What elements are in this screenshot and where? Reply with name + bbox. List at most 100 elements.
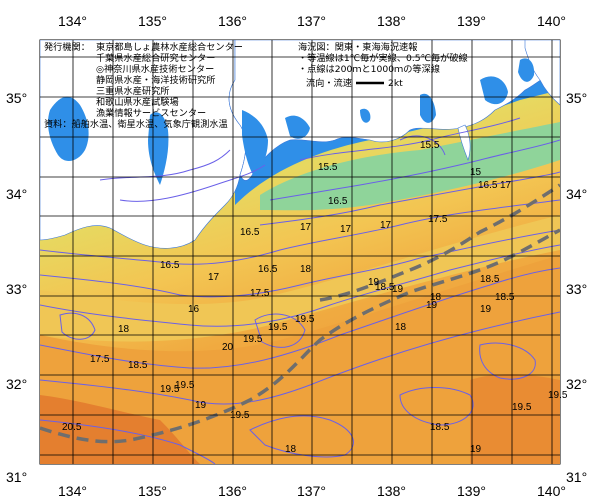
lat-label: 35° — [566, 90, 587, 106]
isotherm-value-label: 19.5 — [295, 314, 315, 325]
lon-label: 139° — [457, 483, 486, 499]
sea-area-title: 海況図：関東・東海海況速報 — [298, 41, 417, 53]
publisher-org: 千葉県水産総合研究センター — [96, 52, 215, 64]
isotherm-value-label: 19.5 — [548, 390, 568, 401]
sea-band-warm-east — [470, 374, 560, 464]
isotherm-line — [40, 267, 560, 369]
publisher-org: 静岡県水産・海洋技術研究所 — [96, 74, 215, 86]
lat-label: 31° — [6, 469, 27, 485]
isotherm-value-label: 19 — [426, 300, 438, 311]
isotherm-value-label: 17 — [340, 224, 352, 235]
isotherm-value-label: 19 — [470, 444, 482, 455]
axis-labels-left: 35° 34° 33° 32° 31° — [6, 90, 27, 485]
isotherm-value-label: 19.5 — [268, 322, 288, 333]
isotherm-value-label: 17.5 — [428, 214, 448, 225]
land-boso-peninsula — [524, 40, 560, 106]
current-legend-label: 流向・流速 — [306, 77, 352, 89]
isotherm-line — [399, 135, 446, 156]
isotherm-value-label: 18 — [285, 444, 297, 455]
isotherm-value-label: 17 — [208, 272, 220, 283]
isotherm-value-label: 16 — [188, 304, 200, 315]
lon-label: 140° — [537, 13, 566, 29]
current-scale-value: 2kt — [388, 78, 403, 89]
map-legend: 海況図：関東・東海海況速報 ・等温線は1℃毎が実線、0.5℃毎が破線 ・点線は2… — [298, 41, 468, 89]
isotherm-value-label: 19.5 — [230, 410, 250, 421]
isotherm-value-label: 15.5 — [420, 140, 440, 151]
lon-label: 137° — [297, 483, 326, 499]
isotherm-value-label: 18.5 — [375, 282, 395, 293]
hamana-lake — [360, 108, 371, 123]
lon-label: 135° — [138, 13, 167, 29]
lon-label: 140° — [537, 483, 566, 499]
isotherm-line — [299, 117, 521, 161]
kuroshio-current-axis-branch — [319, 183, 560, 302]
isotherm-line — [40, 419, 216, 464]
axis-labels-right: 35° 34° 33° 32° 31° — [566, 90, 587, 485]
graticule — [40, 40, 560, 464]
publisher-org: 東京都島しょ農林水産総合センター — [96, 41, 243, 53]
lon-label: 137° — [297, 13, 326, 29]
isotherm-line — [269, 139, 560, 201]
ise-bay — [242, 110, 268, 178]
lat-label: 32° — [6, 376, 27, 392]
lat-label: 34° — [6, 186, 27, 202]
isotherm-line — [40, 311, 560, 405]
isotherm-value-label: 19.5 — [243, 334, 263, 345]
isotherm-line — [40, 229, 560, 298]
sea-band-warm-southwest — [40, 395, 200, 464]
lon-label: 134° — [58, 483, 87, 499]
isotherm-line — [119, 164, 266, 202]
isotherm-value-label: 17 — [500, 180, 512, 191]
lat-label: 33° — [566, 281, 587, 297]
isotherm-value-label: 18 — [395, 322, 407, 333]
isotherm-note: ・等温線は1℃毎が実線、0.5℃毎が破線 — [298, 52, 468, 64]
lon-label: 138° — [377, 13, 406, 29]
isotherm-value-label: 15 — [470, 167, 482, 178]
isotherm-value-label: 19.5 — [160, 384, 180, 395]
publisher-org: 三重県水産研究所 — [96, 85, 170, 97]
isotherm-value-label: 19 — [368, 277, 380, 288]
isotherm-value-label: 18 — [118, 324, 130, 335]
isotherm-value-label: 16.5 — [258, 264, 278, 275]
axis-labels-top: 134° 135° 136° 137° 138° 139° 140° — [58, 13, 566, 29]
publisher-info: 発行機関： 東京都島しょ農林水産総合センター 千葉県水産総合研究センター ◎神奈… — [44, 41, 243, 130]
isotherm-value-label: 20.5 — [62, 422, 82, 433]
isotherm-value-label: 19 — [392, 284, 404, 295]
mikawa-bay — [285, 115, 310, 139]
isotherm-line — [399, 387, 474, 426]
isotherm-value-label: 19 — [195, 400, 207, 411]
axis-labels-bottom: 134° 135° 136° 137° 138° 139° 140° — [58, 483, 566, 499]
lon-label: 136° — [218, 483, 247, 499]
publisher-org: 和歌山県水産試験場 — [96, 96, 179, 108]
lat-label: 34° — [566, 186, 587, 202]
sea-band-green-east — [260, 122, 560, 211]
sea-band-yellow — [40, 215, 560, 342]
isotherm-line — [59, 312, 96, 340]
isotherm-value-label: 16.5 — [160, 260, 180, 271]
isotherm-value-label: 19 — [480, 304, 492, 315]
lon-label: 134° — [58, 13, 87, 29]
isotherm-value-label: 17.5 — [250, 288, 270, 299]
sea-band-orange — [40, 255, 560, 464]
tokyo-bay — [518, 58, 535, 82]
isotherm-value-label: 19.5 — [175, 380, 195, 391]
isotherm-value-label: 17 — [380, 220, 392, 231]
isotherm-value-label: 15.5 — [318, 162, 338, 173]
lon-label: 135° — [138, 483, 167, 499]
lat-label: 35° — [6, 90, 27, 106]
isotherm-value-label: 19.5 — [512, 402, 532, 413]
isotherm-value-label: 17 — [300, 222, 312, 233]
isotherm-value-label: 18.5 — [480, 274, 500, 285]
isotherm-value-label: 16.5 — [240, 227, 260, 238]
isotherm-value-label: 18 — [430, 292, 442, 303]
lon-label: 138° — [377, 483, 406, 499]
isotherm-value-label: 17.5 — [90, 354, 110, 365]
osaka-bay — [47, 96, 89, 162]
lon-label: 136° — [218, 13, 247, 29]
isotherm-value-label: 20 — [222, 342, 234, 353]
isotherm-value-label: 18 — [300, 264, 312, 275]
isotherm-value-label: 16.5 — [478, 180, 498, 191]
isotherm-line — [40, 244, 560, 327]
